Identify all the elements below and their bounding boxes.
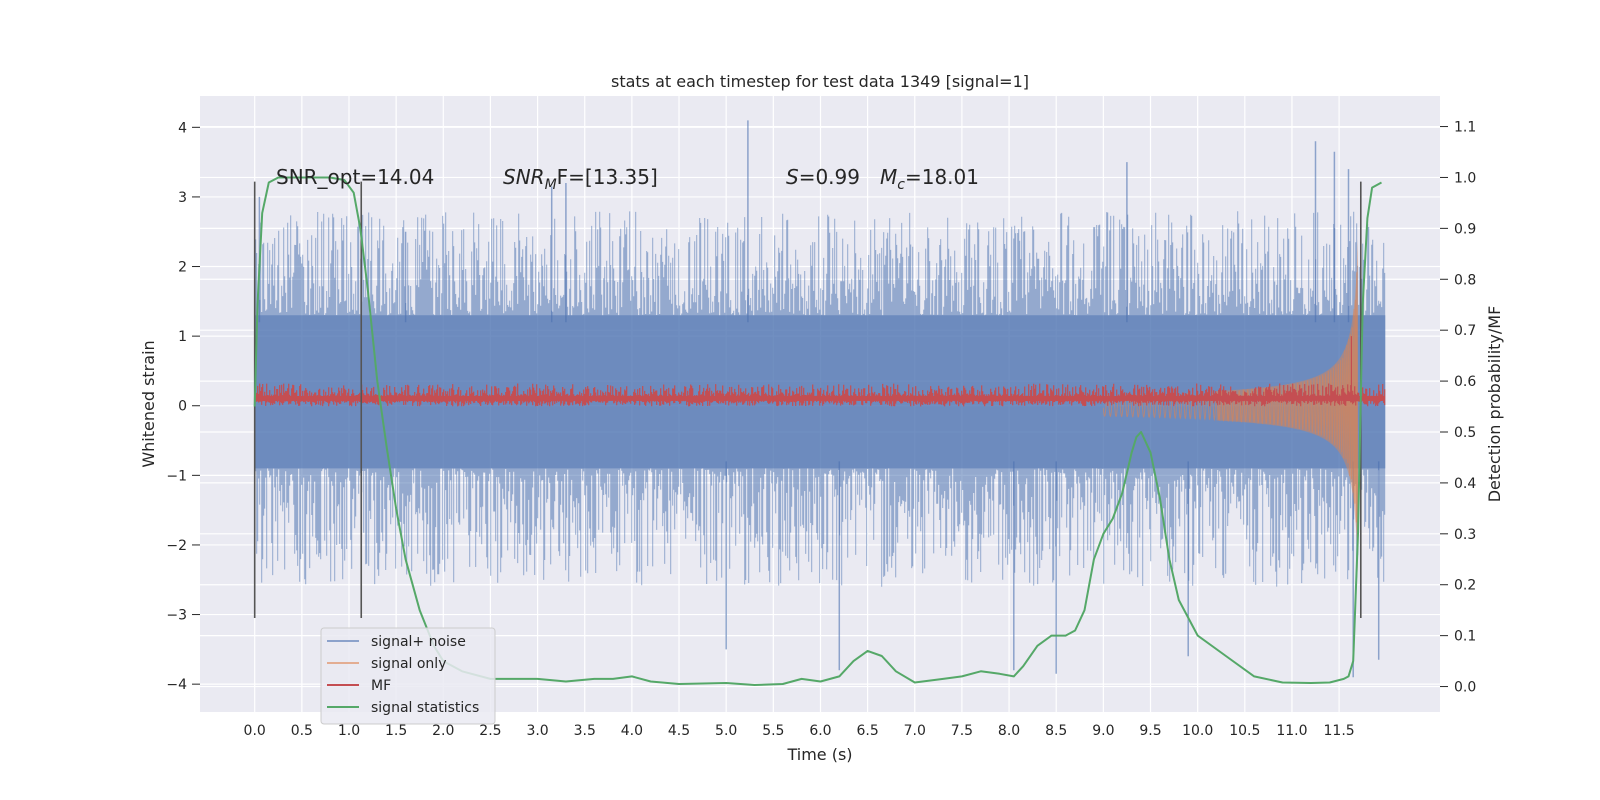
y2-tick-label: 0.4 <box>1454 476 1476 492</box>
y-tick-label: 4 <box>178 120 187 136</box>
legend-label-signal-only: signal only <box>371 656 446 672</box>
annotation-s: S=0.99 <box>786 165 860 189</box>
y-axis-label: Whitened strain <box>139 340 158 467</box>
x-axis-label: Time (s) <box>786 745 852 764</box>
y2-tick-label: 0.3 <box>1454 527 1476 543</box>
y-tick-label: −2 <box>166 538 187 554</box>
annotation-mc-subscript: c <box>897 177 905 193</box>
x-tick-label: 10.5 <box>1229 723 1260 739</box>
x-tick-label: 4.5 <box>668 723 690 739</box>
x-tick-label: 1.5 <box>385 723 407 739</box>
x-tick-label: 4.0 <box>621 723 643 739</box>
y2-tick-label: 1.0 <box>1454 170 1476 186</box>
annotation-snr-mf-symbol: SNR <box>503 165 545 189</box>
x-axis-ticks: 0.0 0.5 1.0 1.5 2.0 2.5 3.0 3.5 4.0 4.5 5.0 5.5 6.0 6… <box>244 723 1355 739</box>
x-tick-label: 0.5 <box>291 723 313 739</box>
y2-tick-label: 0.9 <box>1454 221 1476 237</box>
x-tick-label: 8.5 <box>1045 723 1067 739</box>
y-tick-label: 1 <box>178 329 187 345</box>
y-tick-label: 3 <box>178 190 187 206</box>
y2-tick-label: 0.7 <box>1454 323 1476 339</box>
x-tick-label: 11.5 <box>1324 723 1355 739</box>
legend-box <box>320 627 496 725</box>
annotation-snr-opt: SNR_opt=14.04 <box>276 165 434 189</box>
x-tick-label: 1.0 <box>338 723 360 739</box>
y2-tick-label: 1.1 <box>1454 120 1476 136</box>
signal-only-envelope <box>1216 238 1358 573</box>
y-tick-label: 0 <box>178 399 187 415</box>
annotation-snr-mf-value: F=[13.35] <box>557 165 658 189</box>
x-tick-label: 7.0 <box>904 723 926 739</box>
annotation-s-symbol: S <box>786 165 799 189</box>
x-tick-label: 6.0 <box>809 723 831 739</box>
y-tick-label: 2 <box>178 260 187 276</box>
legend-label-signal-statistics: signal statistics <box>371 700 479 716</box>
y-axis-ticks: 4 3 2 1 0 −1 −2 −3 −4 <box>166 120 200 693</box>
series-signal-statistics <box>253 176 1382 686</box>
y2-axis-label: Detection probability/MF <box>1485 306 1504 503</box>
y-tick-label: −3 <box>166 608 187 624</box>
annotation-snr-mf-subscript: M <box>545 177 557 193</box>
chart-title: stats at each timestep for test data 134… <box>611 72 1029 91</box>
x-tick-label: 3.5 <box>574 723 596 739</box>
y2-tick-label: 0.0 <box>1454 680 1476 696</box>
legend-label-signal-noise: signal+ noise <box>371 634 466 650</box>
x-tick-label: 9.5 <box>1139 723 1161 739</box>
x-tick-label: 11.0 <box>1276 723 1307 739</box>
y2-axis-ticks: 1.1 1.0 0.9 0.8 0.7 0.6 0.5 0.4 0.3 0.2 0.1 0.0 <box>1440 120 1476 696</box>
y2-tick-label: 0.1 <box>1454 629 1476 645</box>
annotation-mc-value: =18.01 <box>905 165 979 189</box>
x-tick-label: 0.0 <box>244 723 266 739</box>
x-tick-label: 5.0 <box>715 723 737 739</box>
x-tick-label: 10.0 <box>1182 723 1213 739</box>
y-tick-label: −1 <box>166 468 187 484</box>
annotation-snr-mf: SNRMF=[13.35] <box>503 165 658 193</box>
x-tick-label: 7.5 <box>951 723 973 739</box>
x-tick-label: 9.0 <box>1092 723 1114 739</box>
legend: signal+ noise signal only MF signal stat… <box>320 627 496 725</box>
x-tick-label: 5.5 <box>762 723 784 739</box>
x-tick-label: 3.0 <box>526 723 548 739</box>
x-tick-label: 8.0 <box>998 723 1020 739</box>
annotation-s-value: =0.99 <box>799 165 860 189</box>
y2-tick-label: 0.5 <box>1454 425 1476 441</box>
x-tick-label: 6.5 <box>856 723 878 739</box>
annotation-mc: Mc=18.01 <box>880 165 979 193</box>
y2-tick-label: 0.8 <box>1454 272 1476 288</box>
y2-tick-label: 0.6 <box>1454 374 1476 390</box>
annotation-mc-symbol: M <box>880 165 897 189</box>
y2-tick-label: 0.2 <box>1454 578 1476 594</box>
x-tick-label: 2.0 <box>432 723 454 739</box>
y-tick-label: −4 <box>166 677 187 693</box>
signal-statistics-line <box>253 176 1382 686</box>
legend-label-mf: MF <box>371 678 391 694</box>
x-tick-label: 2.5 <box>479 723 501 739</box>
